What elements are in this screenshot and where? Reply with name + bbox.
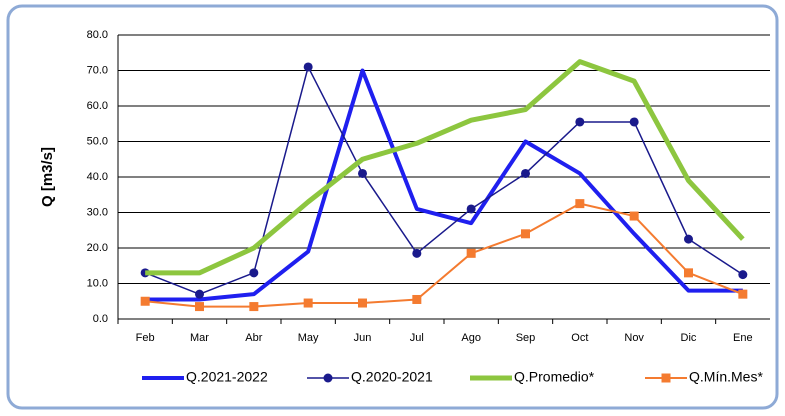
y-tick-label: 30.0 [87, 206, 108, 218]
point [303, 298, 313, 308]
frame [6, 4, 779, 410]
point [195, 302, 204, 312]
x-tick-label: Dic [681, 332, 697, 344]
series-line [144, 66, 744, 295]
point [684, 234, 693, 244]
y-tick-label: 0.0 [93, 313, 108, 325]
series-line [145, 68, 743, 302]
point [629, 211, 639, 221]
x-tick-label: Mar [190, 332, 209, 344]
x-tick-label: May [298, 332, 319, 344]
point [684, 268, 693, 278]
point [358, 298, 367, 308]
point [575, 199, 585, 209]
x-tick-label: Feb [136, 332, 155, 344]
x-tick-label: Ene [733, 332, 753, 344]
point [521, 229, 530, 239]
point [466, 204, 476, 214]
point [249, 302, 259, 312]
y-tick-label: 10.0 [87, 277, 108, 289]
legend-label: Q.Promedio* [514, 369, 595, 385]
point [140, 296, 150, 306]
y-axis-label: Q [m3/s] [39, 147, 56, 207]
point [738, 289, 748, 299]
point [466, 248, 476, 258]
x-tick-label: Jul [410, 332, 424, 344]
legend-label: Q.Mín.Mes* [689, 369, 763, 385]
legend-label: Q.2021-2022 [186, 369, 268, 385]
x-tick-label: Nov [624, 332, 644, 344]
y-tick-label: 20.0 [87, 242, 108, 254]
point [575, 117, 585, 127]
legend-marker [661, 373, 671, 383]
point [195, 289, 204, 299]
legend-label: Q.2020-2021 [351, 369, 433, 385]
x-tick-label: Oct [571, 332, 588, 344]
y-tick-label: 60.0 [87, 100, 108, 112]
series-line [145, 59, 745, 276]
point [412, 294, 422, 304]
x-tick-label: Sep [516, 332, 536, 344]
y-tick-label: 40.0 [87, 171, 108, 183]
point [629, 117, 639, 127]
legend-marker [323, 373, 333, 383]
point [358, 168, 367, 178]
x-tick-label: Jun [354, 332, 372, 344]
y-tick-label: 50.0 [87, 135, 108, 147]
x-tick-label: Abr [245, 332, 262, 344]
point [738, 270, 748, 280]
y-tick-label: 80.0 [87, 29, 108, 41]
point [521, 168, 530, 178]
point [412, 248, 422, 258]
point [303, 62, 313, 72]
y-tick-label: 70.0 [87, 64, 108, 76]
point [249, 268, 259, 278]
x-tick-label: Ago [461, 332, 481, 344]
series-line [145, 202, 744, 308]
